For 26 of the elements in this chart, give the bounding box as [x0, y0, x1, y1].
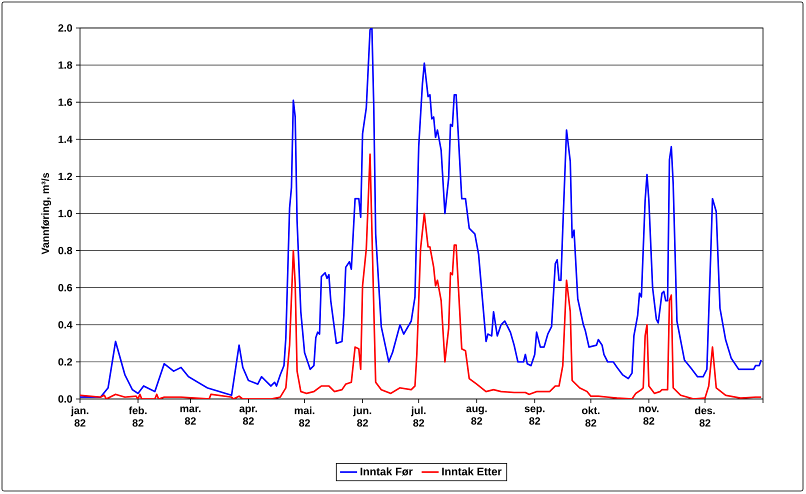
- x-tick-label: jan. 82: [70, 406, 88, 427]
- y-tick-label: 1.8: [58, 61, 72, 69]
- legend-label: Inntak Etter: [442, 467, 502, 476]
- y-axis-title: Vannføring, m³/s: [41, 172, 52, 254]
- x-tick-label: sep. 82: [524, 406, 544, 425]
- x-tick-label: apr. 82: [239, 406, 258, 425]
- y-tick-label: 0.8: [58, 246, 72, 254]
- x-tick-label: jul. 82: [410, 406, 426, 427]
- y-tick-label: 0.2: [58, 358, 72, 366]
- x-tick-label: des. 82: [694, 406, 715, 427]
- x-tick-label: mar. 82: [180, 406, 200, 425]
- x-tick-label: aug. 82: [466, 406, 487, 425]
- y-tick-label: 1.6: [58, 98, 72, 106]
- y-tick-label: 0.0: [58, 395, 72, 403]
- x-tick-label: mai. 82: [294, 406, 314, 427]
- legend-label: Inntak Før: [360, 467, 413, 476]
- y-tick-label: 0.6: [58, 284, 72, 292]
- y-tick-label: 2.0: [58, 24, 72, 32]
- y-tick-label: 1.0: [58, 210, 72, 218]
- x-tick-label: nov. 82: [639, 406, 659, 425]
- x-tick-label: jun. 82: [353, 406, 372, 427]
- y-tick-label: 0.4: [58, 321, 72, 328]
- x-tick-label: okt. 82: [582, 406, 600, 427]
- y-tick-label: 1.4: [58, 136, 72, 143]
- x-tick-label: feb. 82: [128, 406, 147, 427]
- y-tick-label: 1.2: [58, 172, 72, 180]
